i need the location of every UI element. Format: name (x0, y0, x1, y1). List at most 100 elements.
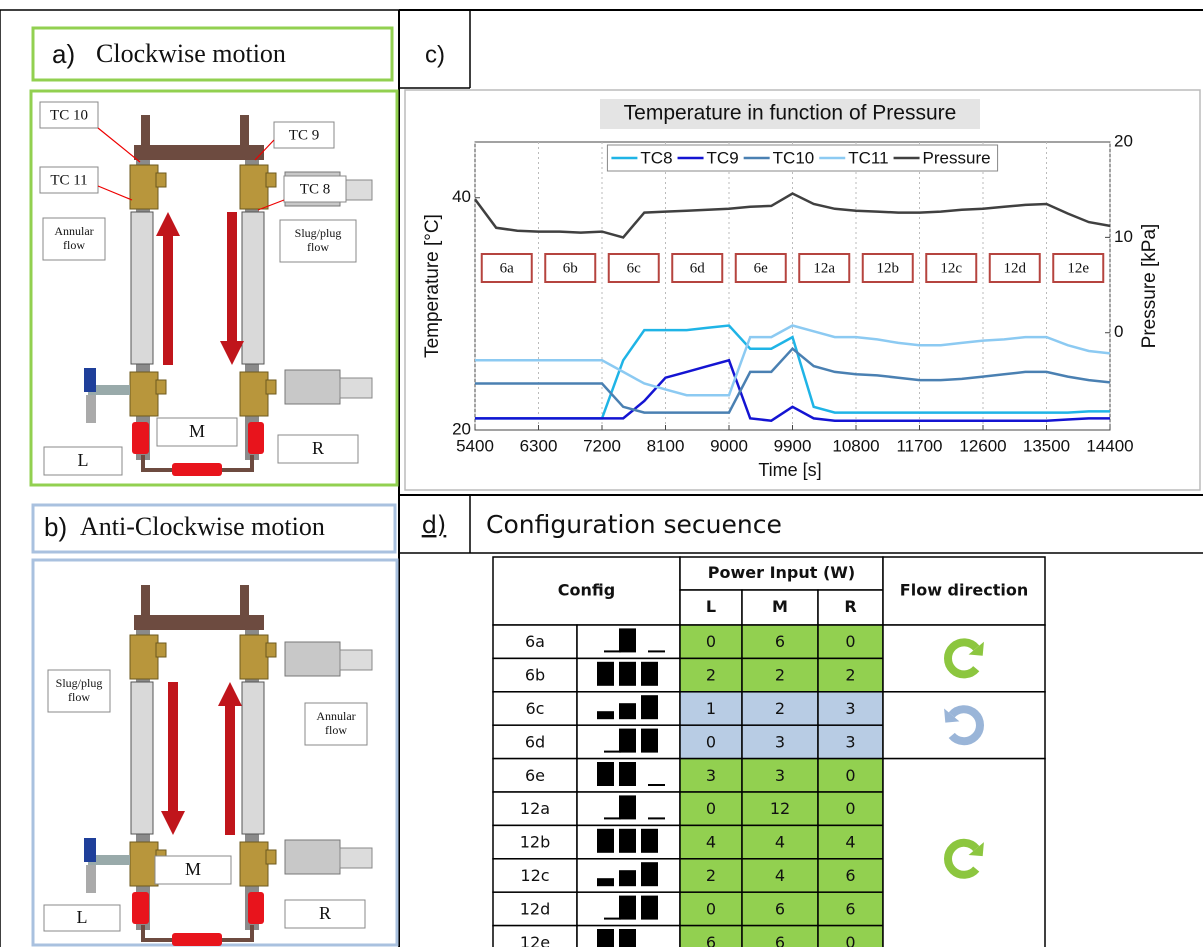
flow-arc (948, 705, 984, 746)
cell-value: 0 (706, 799, 716, 818)
config-box-label: 12d (1004, 260, 1027, 276)
motor-shaft (339, 847, 373, 869)
cell-value: 6 (845, 866, 855, 885)
y-tick-label: 40 (452, 187, 471, 206)
glass-tube (241, 211, 265, 365)
tc-leader (97, 127, 285, 211)
power-icon-bar (619, 795, 636, 820)
fitting-ear (265, 379, 277, 395)
cell-value: 0 (706, 732, 716, 751)
fitting (239, 841, 269, 887)
table-cell (679, 791, 743, 827)
power-icon-bar (619, 828, 636, 853)
row-label: 6e (525, 766, 545, 785)
flow-regime: flow (307, 240, 329, 254)
cell-value: 0 (706, 899, 716, 918)
config-box-label: 6b (563, 260, 578, 276)
legend-box (606, 144, 999, 172)
fitting (239, 164, 269, 210)
heater-r (248, 422, 264, 454)
power-icon-bar (641, 862, 658, 887)
panel-a-header (31, 26, 394, 82)
x-tick-label: 6300 (520, 436, 558, 455)
cell-value: 3 (775, 732, 785, 751)
motor-shaft (339, 377, 373, 399)
flow-regime: flow (325, 723, 347, 737)
flow-arrow-head (161, 811, 185, 835)
flow-regime-box (304, 702, 368, 746)
config-box (671, 253, 724, 283)
x-tick-label: 8100 (647, 436, 685, 455)
fitting-ear (265, 849, 277, 865)
row-label: 6c (526, 699, 545, 718)
power-icon-bar (604, 917, 621, 920)
plot-area (474, 141, 1111, 431)
motor-shaft (339, 649, 373, 671)
table-cell (741, 858, 819, 893)
config-box (734, 253, 787, 283)
legend-label: Pressure (923, 148, 991, 167)
stub (240, 585, 249, 617)
flow-regime: Slug/plug (56, 676, 103, 690)
row-label: 12b (520, 833, 551, 852)
flow-arc (944, 838, 980, 879)
flow-arrow-head (968, 842, 984, 857)
chart: 5400 6300 7200 8100 9000 9900 10800 11700 12600 1… (452, 131, 1134, 455)
table-cell (817, 724, 884, 760)
table-cell (741, 589, 819, 626)
heater-label-box (154, 855, 232, 885)
cell-value: 4 (775, 866, 785, 885)
heater-label-box (43, 904, 121, 932)
power-icon-bar (648, 817, 665, 820)
heater-l (132, 422, 149, 454)
flow-regime: flow (63, 238, 85, 252)
power-icon-bar (619, 661, 636, 686)
table-cell (817, 858, 884, 893)
cell-value: 4 (706, 833, 716, 852)
legend-label: TC11 (848, 148, 888, 167)
table-cell (492, 624, 578, 660)
panel-title: Clockwise motion (96, 39, 286, 68)
flow-arrow (944, 838, 984, 879)
flow-regime: flow (68, 690, 90, 704)
fitting (129, 164, 159, 210)
heater-label: L (77, 907, 88, 927)
power-icon-bar (619, 929, 636, 947)
motor (284, 641, 341, 677)
flow-arrow (944, 638, 984, 679)
table-cell (741, 791, 819, 827)
table-cell (492, 824, 578, 860)
power-icon-bar (641, 661, 658, 686)
power-icon-bar (597, 762, 614, 786)
x-tick-label: 7200 (583, 436, 621, 455)
table-cell (741, 724, 819, 760)
tc-label-box (39, 166, 99, 194)
cell-value: 2 (775, 699, 785, 718)
power-icon-bar (619, 762, 636, 786)
cell-value: 6 (845, 899, 855, 918)
cell-value: 6 (775, 933, 785, 947)
motor (284, 839, 341, 875)
heater-label-box (277, 434, 359, 464)
heater-label: M (189, 421, 205, 441)
table-cell (679, 858, 743, 893)
power-icon-bar (597, 828, 614, 853)
row-label: 6a (525, 632, 545, 651)
fitting-ear (265, 172, 277, 188)
y2-tick-label: 0 (1114, 322, 1123, 341)
x-tick-label: 11700 (896, 436, 942, 455)
cell-value: 2 (845, 666, 855, 685)
flow-regime-box (279, 219, 357, 263)
config-box-label: 12c (940, 260, 962, 276)
column-header: Config (558, 581, 615, 600)
flow-arrow-head (968, 641, 984, 656)
chart-title: Temperature in function of Pressure (624, 102, 957, 125)
cell-value: 0 (845, 799, 855, 818)
table-cell (679, 589, 743, 626)
heater-label: L (78, 450, 89, 470)
cell-value: 0 (845, 933, 855, 947)
config-box (988, 253, 1041, 283)
fitting-ear (155, 642, 167, 658)
flow-regime: Annular (54, 224, 93, 238)
cell-value: 6 (775, 632, 785, 651)
